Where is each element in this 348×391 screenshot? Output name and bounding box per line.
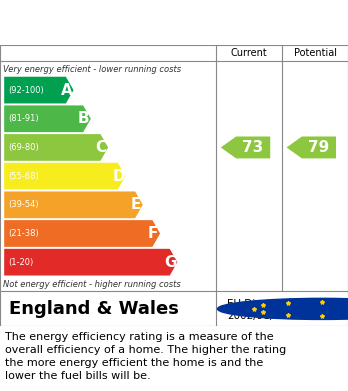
Circle shape: [218, 298, 348, 319]
Polygon shape: [286, 136, 336, 158]
Text: 73: 73: [242, 140, 263, 155]
Polygon shape: [4, 192, 143, 218]
Text: 2002/91/EC: 2002/91/EC: [227, 311, 287, 321]
Polygon shape: [4, 134, 108, 161]
Polygon shape: [4, 163, 126, 190]
Polygon shape: [4, 106, 91, 132]
Text: (21-38): (21-38): [8, 229, 39, 238]
Text: Energy Efficiency Rating: Energy Efficiency Rating: [9, 16, 238, 34]
Text: The energy efficiency rating is a measure of the
overall efficiency of a home. T: The energy efficiency rating is a measur…: [5, 332, 286, 381]
Text: A: A: [61, 83, 72, 98]
Text: EU Directive: EU Directive: [227, 299, 291, 308]
Text: Potential: Potential: [294, 48, 337, 58]
Text: D: D: [112, 169, 125, 184]
Text: (1-20): (1-20): [8, 258, 34, 267]
Text: E: E: [130, 197, 141, 212]
Text: (55-68): (55-68): [8, 172, 39, 181]
Text: Not energy efficient - higher running costs: Not energy efficient - higher running co…: [3, 280, 181, 289]
Polygon shape: [4, 249, 177, 276]
Text: Current: Current: [231, 48, 268, 58]
Text: F: F: [148, 226, 158, 241]
Text: England & Wales: England & Wales: [9, 300, 179, 318]
Text: G: G: [164, 255, 177, 270]
Polygon shape: [221, 136, 270, 158]
Text: 79: 79: [308, 140, 329, 155]
Text: C: C: [96, 140, 107, 155]
Text: Very energy efficient - lower running costs: Very energy efficient - lower running co…: [3, 65, 182, 74]
Polygon shape: [4, 220, 160, 247]
Polygon shape: [4, 77, 73, 104]
Text: B: B: [78, 111, 90, 126]
Text: (81-91): (81-91): [8, 114, 39, 123]
Text: (92-100): (92-100): [8, 86, 44, 95]
Text: (39-54): (39-54): [8, 200, 39, 209]
Text: (69-80): (69-80): [8, 143, 39, 152]
